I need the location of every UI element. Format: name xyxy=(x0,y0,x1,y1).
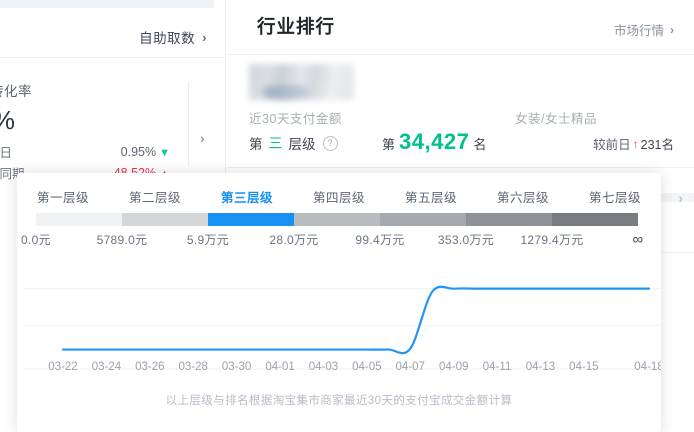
chart-x-tick-11: 04-13 xyxy=(525,361,556,373)
tier-threshold-6: 1279.4万元 xyxy=(520,233,584,247)
tier-prefix: 第 xyxy=(249,137,263,152)
kpi-card: 支付转化率 58% 较前一日 0.95%▼ 较上周同期 48.52%▲ xyxy=(0,80,188,184)
tier-suffix: 层级 xyxy=(288,137,316,152)
tier-tab-6[interactable]: 第六层级 xyxy=(496,191,549,205)
chart-x-tick-8: 04-07 xyxy=(395,361,425,373)
kpi-compare-label: 较前一日 xyxy=(0,145,13,160)
tier-tab-7[interactable]: 第七层级 xyxy=(588,191,641,205)
rank-delta: 较前日 ↑ 231名 xyxy=(593,134,674,153)
kpi-separator xyxy=(188,82,189,166)
shop-tier: 第 三 层级 ? xyxy=(249,133,338,153)
tier-threshold-0: 0.0元 xyxy=(21,233,51,247)
tier-threshold-2: 5.9万元 xyxy=(186,233,230,247)
chevron-right-icon: › xyxy=(202,29,207,45)
help-icon[interactable]: ? xyxy=(322,135,338,151)
tier-tab-5[interactable]: 第五层级 xyxy=(404,191,457,205)
chart-x-tick-5: 04-01 xyxy=(265,361,295,373)
chart-x-tick-9: 04-09 xyxy=(438,361,469,373)
tier-segment-6[interactable] xyxy=(466,213,552,226)
chart-x-tick-0: 03-22 xyxy=(48,361,78,373)
chart-x-tick-6: 04-03 xyxy=(308,361,339,373)
tier-gradient-bar xyxy=(36,213,638,226)
market-trend-label: 市场行情 xyxy=(613,24,664,38)
chart-x-tick-12: 04-15 xyxy=(569,361,599,373)
tier-segment-4[interactable] xyxy=(294,213,380,226)
tier-segment-1[interactable] xyxy=(36,213,122,226)
market-trend-link[interactable]: 市场行情 › xyxy=(614,20,674,39)
chart-x-tick-3: 03-28 xyxy=(178,361,208,373)
tier-segment-2[interactable] xyxy=(122,213,208,226)
tier-threshold-ticks: 0.0元 5789.0元 5.9万元 28.0万元 99.4万元 353.0万元 1279.… xyxy=(17,231,661,249)
chart-x-tick-10: 04-11 xyxy=(482,361,512,373)
chart-x-axis: 03-22 03-24 03-26 03-28 03-30 04-01 04-03 04-05… xyxy=(17,361,661,379)
tier-segment-3[interactable] xyxy=(208,213,294,226)
rank-value: 34,427 xyxy=(399,129,470,154)
arrow-down-icon: ▼ xyxy=(159,147,170,159)
background-placeholder-divider xyxy=(654,252,694,253)
tier-threshold-7: ∞ xyxy=(632,231,644,248)
panel-header: 行业排行 市场行情 › xyxy=(227,0,694,55)
kpi-compare-value: 0.95% ▼ xyxy=(120,145,170,159)
chart-x-tick-1: 03-24 xyxy=(91,361,122,373)
left-panel-top-strip xyxy=(0,0,214,8)
tier-threshold-3: 28.0万元 xyxy=(269,233,319,247)
chart-x-tick-4: 03-30 xyxy=(221,361,252,373)
rank-delta-label: 较前日 xyxy=(593,138,631,152)
tier-value: 三 xyxy=(268,135,283,151)
shop-rank: 第 34,427 名 xyxy=(382,129,486,155)
chevron-right-icon: › xyxy=(670,22,674,37)
tier-threshold-4: 99.4万元 xyxy=(355,233,405,247)
rank-suffix: 名 xyxy=(473,137,487,152)
kpi-compare-row-prev-day: 较前一日 0.95%▼ xyxy=(0,142,188,163)
tier-tab-4[interactable]: 第四层级 xyxy=(312,191,365,205)
chart-x-tick-7: 04-05 xyxy=(352,361,382,373)
tier-threshold-1: 5789.0元 xyxy=(96,233,148,247)
shop-name-redacted-underline xyxy=(263,85,309,99)
tier-tab-bar: 第一层级 第二层级 第三层级 第四层级 第五层级 第六层级 第七层级 xyxy=(17,187,661,206)
chart-x-tick-2: 03-26 xyxy=(135,361,165,373)
tier-segment-7[interactable] xyxy=(552,213,638,226)
tier-tab-1[interactable]: 第一层级 xyxy=(36,191,89,205)
tier-trend-chart xyxy=(17,265,661,375)
auto-fetch-label: 自助取数 xyxy=(139,31,196,46)
chart-x-tick-13: 04-18 xyxy=(634,361,661,373)
auto-fetch-button[interactable]: 自助取数 › xyxy=(139,27,207,47)
kpi-detail-chevron-icon[interactable]: › xyxy=(200,130,205,146)
tier-threshold-5: 353.0万元 xyxy=(437,233,495,247)
chart-line-series xyxy=(61,285,651,355)
tier-tab-3[interactable]: 第三层级 xyxy=(220,191,273,205)
tier-trend-chart-svg xyxy=(23,285,661,370)
background-placeholder-bar xyxy=(654,193,694,202)
category-label: 女装/女士精品 xyxy=(515,112,597,126)
tier-detail-overlay: 第一层级 第二层级 第三层级 第四层级 第五层级 第六层级 第七层级 0.0元 5789.0元… xyxy=(17,173,661,432)
tier-segment-5[interactable] xyxy=(380,213,466,226)
arrow-up-icon: ↑ xyxy=(632,136,639,151)
chevron-right-icon[interactable]: › xyxy=(678,190,683,206)
kpi-value: 58% xyxy=(0,105,188,136)
paid-amount-label: 近30天支付金额 xyxy=(249,112,342,126)
overlay-footer-note: 以上层级与排名根据淘宝集市商家最近30天的支付宝成交金额计算 xyxy=(165,395,513,407)
rank-delta-value: 231名 xyxy=(640,138,674,152)
kpi-title: 支付转化率 xyxy=(0,84,32,99)
shop-summary-row: 近30天支付金额 女装/女士精品 第 三 层级 ? 第 34,427 名 较前日… xyxy=(227,55,694,155)
rank-prefix: 第 xyxy=(382,137,396,152)
panel-divider xyxy=(227,167,694,168)
left-panel-divider xyxy=(0,57,226,58)
page-title: 行业排行 xyxy=(257,16,336,37)
tier-tab-2[interactable]: 第二层级 xyxy=(128,191,181,205)
